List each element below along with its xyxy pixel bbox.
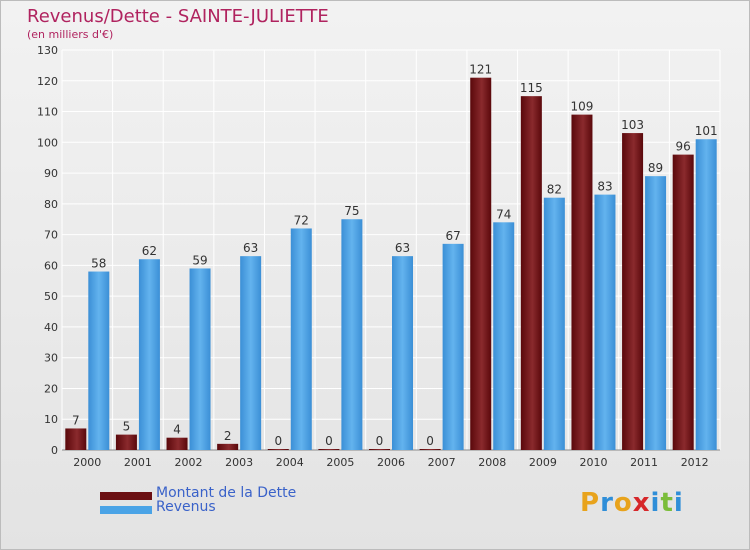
x-tick-label: 2008 [478,456,506,469]
bar-revenus-2012 [695,139,717,450]
bar-dette-2009 [520,96,542,451]
y-tick-label: 110 [37,106,58,119]
data-label-dette: 5 [123,420,131,434]
data-label-revenus: 82 [547,183,562,197]
bar-dette-2012 [672,154,694,450]
bar-dette-2005 [318,449,340,450]
data-label-revenus: 83 [597,180,612,194]
y-tick-label: 80 [44,198,58,211]
bar-revenus-2003 [240,256,262,450]
bar-revenus-2000 [88,271,110,450]
bar-revenus-2005 [341,219,363,450]
y-tick-label: 130 [37,44,58,57]
legend-swatch-dette [100,492,152,500]
data-label-dette: 7 [72,413,80,427]
bar-revenus-2009 [543,197,565,450]
data-label-revenus: 89 [648,161,663,175]
bar-revenus-2007 [442,243,464,450]
y-tick-label: 120 [37,75,58,88]
data-label-revenus: 63 [395,241,410,255]
legend-label-revenus: Revenus [156,499,216,515]
y-tick-label: 10 [44,413,58,426]
data-label-dette: 0 [376,434,384,448]
data-label-dette: 4 [173,423,181,437]
bar-revenus-2006 [392,256,413,450]
y-tick-label: 70 [44,229,58,242]
bar-dette-2006 [369,449,390,450]
chart-subtitle: (en milliers d'€) [27,28,114,41]
data-label-revenus: 74 [496,207,511,221]
y-tick-label: 0 [51,444,58,457]
x-tick-label: 2006 [377,456,405,469]
data-label-revenus: 101 [695,124,718,138]
data-label-dette: 96 [676,140,691,154]
bar-revenus-2002 [189,268,211,450]
x-tick-label: 2011 [630,456,658,469]
x-tick-label: 2001 [124,456,152,469]
x-tick-label: 2005 [326,456,354,469]
x-tick-label: 2000 [73,456,101,469]
bar-revenus-2011 [645,176,667,450]
x-tick-label: 2009 [529,456,557,469]
bar-dette-2004 [267,449,289,450]
bar-revenus-2004 [290,228,312,450]
bar-dette-2003 [217,443,239,450]
data-label-dette: 121 [469,63,492,77]
data-label-revenus: 75 [344,204,359,218]
bar-dette-2007 [419,449,441,450]
legend-swatch-revenus [100,506,152,514]
x-tick-label: 2002 [175,456,203,469]
bar-revenus-2008 [493,222,515,450]
x-tick-label: 2010 [579,456,607,469]
data-label-revenus: 62 [142,244,157,258]
y-tick-label: 60 [44,259,58,272]
x-tick-label: 2003 [225,456,253,469]
y-tick-label: 30 [44,352,58,365]
data-label-revenus: 58 [91,257,106,271]
x-tick-label: 2004 [276,456,304,469]
y-tick-label: 90 [44,167,58,180]
bar-dette-2002 [166,437,188,450]
data-label-dette: 115 [520,81,543,95]
data-label-dette: 0 [426,434,434,448]
x-tick-label: 2007 [428,456,456,469]
data-label-revenus: 72 [294,213,309,227]
bar-dette-2010 [571,114,593,450]
chart-title: Revenus/Dette - SAINTE-JULIETTE [27,6,329,27]
bar-revenus-2010 [594,194,616,450]
bar-dette-2000 [65,428,87,450]
bar-dette-2008 [470,77,492,450]
data-label-dette: 103 [621,118,644,132]
data-label-dette: 0 [274,434,282,448]
data-label-revenus: 63 [243,241,258,255]
y-tick-label: 20 [44,382,58,395]
data-label-dette: 2 [224,429,232,443]
y-tick-label: 100 [37,136,58,149]
x-tick-label: 2012 [681,456,709,469]
data-label-revenus: 67 [445,229,460,243]
bar-dette-2001 [115,434,137,450]
data-label-dette: 0 [325,434,333,448]
proxiti-logo: Proxiti [580,488,684,518]
data-label-dette: 109 [571,100,594,114]
y-tick-label: 50 [44,290,58,303]
bar-dette-2011 [622,133,644,451]
y-tick-label: 40 [44,321,58,334]
data-label-revenus: 59 [192,253,207,267]
bar-revenus-2001 [138,259,160,450]
legend-label-dette: Montant de la Dette [156,485,297,501]
